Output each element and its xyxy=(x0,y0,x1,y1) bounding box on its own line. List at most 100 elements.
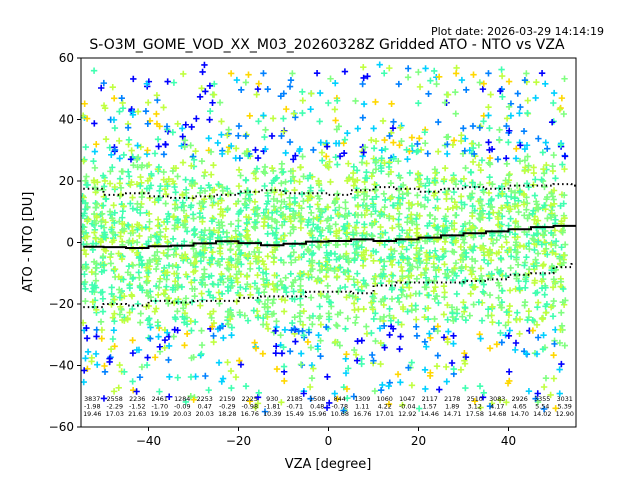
scatter-point xyxy=(368,351,376,359)
scatter-point xyxy=(469,247,477,254)
scatter-point xyxy=(227,312,235,319)
stats-std: 21.63 xyxy=(128,410,146,418)
scatter-point xyxy=(534,303,541,311)
scatter-point xyxy=(450,332,457,340)
scatter-point xyxy=(386,132,393,140)
scatter-point xyxy=(524,215,531,222)
scatter-point xyxy=(97,239,104,246)
scatter-point xyxy=(485,189,493,197)
scatter-point xyxy=(310,146,317,154)
scatter-point xyxy=(370,357,377,364)
scatter-point xyxy=(134,163,141,171)
scatter-point xyxy=(308,90,315,97)
scatter-point xyxy=(227,367,235,375)
scatter-point xyxy=(241,312,249,319)
scatter-point xyxy=(264,86,271,93)
scatter-point xyxy=(93,214,100,221)
scatter-point xyxy=(281,232,288,239)
scatter-point xyxy=(323,323,330,331)
scatter-point xyxy=(133,156,140,164)
scatter-point xyxy=(468,140,476,147)
scatter-point xyxy=(530,263,538,270)
scatter-point xyxy=(211,80,218,88)
scatter-point xyxy=(261,408,269,415)
scatter-point xyxy=(488,270,495,278)
scatter-point xyxy=(430,253,438,260)
scatter-point xyxy=(458,199,465,206)
scatter-point xyxy=(412,290,420,297)
scatter-point xyxy=(486,161,494,168)
scatter-point xyxy=(521,262,528,269)
scatter-point xyxy=(539,231,547,238)
scatter-point xyxy=(380,262,388,270)
scatter-point xyxy=(283,105,290,113)
scatter-point xyxy=(201,187,209,195)
scatter-point xyxy=(468,271,475,278)
scatter-point xyxy=(225,320,232,328)
scatter-point xyxy=(548,266,555,274)
scatter-point xyxy=(368,329,375,337)
scatter-point xyxy=(350,163,358,170)
scatter-point xyxy=(345,255,352,262)
scatter-point xyxy=(414,225,421,232)
scatter-point xyxy=(102,247,110,255)
scatter-point xyxy=(457,243,465,251)
scatter-point xyxy=(472,283,479,291)
scatter-point xyxy=(361,221,368,228)
scatter-point xyxy=(532,256,539,263)
scatter-point xyxy=(143,80,151,87)
scatter-point xyxy=(489,319,496,326)
scatter-point xyxy=(261,163,269,171)
scatter-point xyxy=(549,162,556,170)
scatter-point xyxy=(108,151,115,159)
scatter-point xyxy=(529,316,536,324)
scatter-point xyxy=(514,202,521,209)
scatter-point xyxy=(156,343,164,351)
scatter-point xyxy=(111,209,118,217)
scatter-point xyxy=(110,327,118,334)
scatter-point xyxy=(525,307,533,315)
scatter-point xyxy=(244,235,252,242)
scatter-point xyxy=(291,325,298,332)
scatter-point xyxy=(441,289,448,296)
scatter-point xyxy=(324,373,331,381)
stats-std: 16.76 xyxy=(241,410,259,418)
scatter-point xyxy=(137,143,144,151)
scatter-point xyxy=(134,142,141,149)
scatter-point xyxy=(82,261,90,268)
scatter-point xyxy=(352,294,359,301)
scatter-point xyxy=(559,298,566,306)
scatter-point xyxy=(405,190,412,197)
scatter-point xyxy=(461,308,468,315)
scatter-point xyxy=(93,141,100,148)
scatter-point xyxy=(278,180,285,187)
scatter-point xyxy=(502,233,509,240)
scatter-point xyxy=(487,203,494,211)
scatter-point xyxy=(157,182,164,190)
scatter-point xyxy=(387,168,395,176)
scatter-point xyxy=(435,73,443,80)
scatter-point xyxy=(287,218,295,225)
scatter-point xyxy=(218,131,225,138)
scatter-point xyxy=(278,222,286,229)
scatter-point xyxy=(246,398,254,405)
scatter-point xyxy=(345,160,352,167)
scatter-point xyxy=(101,368,109,376)
scatter-point xyxy=(376,325,384,332)
scatter-point xyxy=(133,388,140,395)
stats-std: 20.03 xyxy=(173,410,191,418)
scatter-point xyxy=(421,284,428,291)
scatter-point xyxy=(129,227,136,234)
scatter-point xyxy=(467,168,475,176)
scatter-point xyxy=(505,172,513,179)
scatter-point xyxy=(125,239,132,246)
scatter-point xyxy=(557,141,564,149)
scatter-point xyxy=(277,235,285,243)
scatter-point xyxy=(395,319,402,326)
scatter-point xyxy=(561,342,569,349)
scatter-point xyxy=(462,164,469,172)
scatter-point xyxy=(560,200,567,207)
scatter-point xyxy=(350,300,358,307)
scatter-point xyxy=(452,88,459,96)
scatter-point xyxy=(299,109,306,117)
